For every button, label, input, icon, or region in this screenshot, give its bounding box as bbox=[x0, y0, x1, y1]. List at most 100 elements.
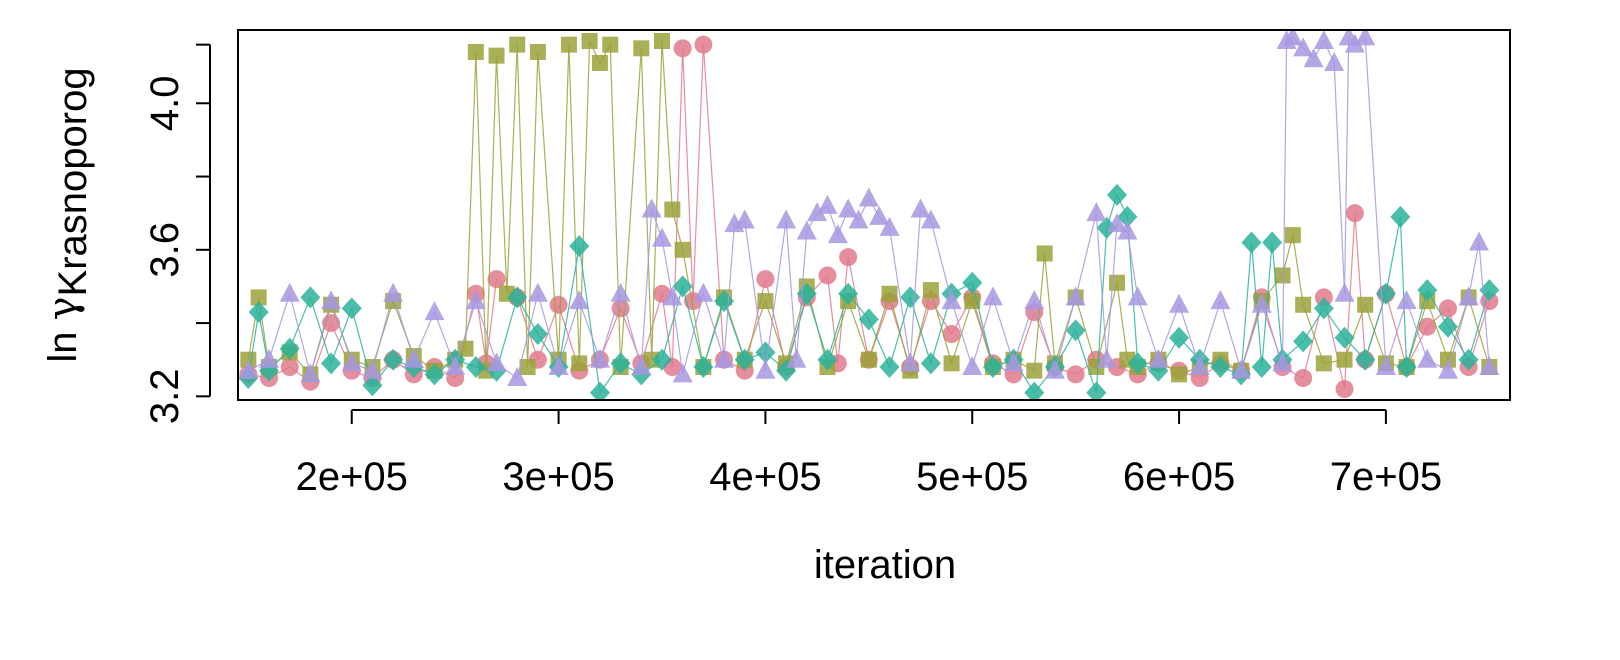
x-tick-label: 3e+05 bbox=[502, 455, 614, 499]
data-point bbox=[1437, 359, 1458, 379]
data-point bbox=[672, 363, 693, 383]
data-point bbox=[1117, 220, 1138, 240]
data-point bbox=[807, 202, 828, 222]
data-point bbox=[1375, 356, 1396, 376]
data-point bbox=[922, 282, 939, 299]
data-point bbox=[1282, 30, 1303, 46]
data-point bbox=[509, 36, 526, 53]
data-point bbox=[1479, 356, 1500, 376]
x-tick-label: 2e+05 bbox=[296, 455, 408, 499]
data-point bbox=[1345, 204, 1364, 223]
data-point bbox=[869, 205, 890, 225]
data-point bbox=[1458, 348, 1479, 371]
data-point bbox=[238, 359, 259, 379]
data-point bbox=[1086, 202, 1107, 222]
data-point bbox=[507, 286, 528, 309]
data-point bbox=[920, 352, 941, 375]
data-point bbox=[457, 340, 474, 357]
y-axis-title: ln γKrasnoporog bbox=[40, 67, 95, 362]
data-point bbox=[1334, 282, 1355, 302]
data-point bbox=[664, 201, 681, 218]
x-axis: 2e+05 3e+05 4e+05 5e+05 6e+05 7e+05 bbox=[296, 409, 1442, 499]
data-point bbox=[910, 198, 931, 218]
data-point bbox=[881, 285, 898, 302]
data-point bbox=[941, 290, 962, 310]
data-point bbox=[1127, 352, 1148, 375]
data-point bbox=[1458, 286, 1479, 306]
data-point bbox=[259, 348, 280, 368]
data-point bbox=[1437, 315, 1458, 338]
data-point bbox=[589, 381, 610, 400]
y-tick-label: 3.6 bbox=[143, 222, 187, 278]
data-point bbox=[1241, 231, 1262, 254]
data-point bbox=[1065, 286, 1086, 306]
data-point bbox=[1148, 348, 1169, 368]
data-point bbox=[321, 352, 342, 375]
data-point bbox=[982, 356, 1003, 379]
data-point bbox=[633, 40, 650, 57]
data-point bbox=[1107, 213, 1128, 233]
data-point bbox=[341, 297, 362, 320]
data-point bbox=[1468, 231, 1489, 251]
data-point bbox=[602, 36, 619, 53]
data-point bbox=[1357, 296, 1374, 313]
data-point bbox=[920, 209, 941, 229]
data-point bbox=[817, 348, 838, 371]
data-point bbox=[1171, 366, 1188, 383]
data-point bbox=[1251, 293, 1272, 313]
data-point bbox=[465, 356, 486, 379]
data-point bbox=[860, 351, 877, 368]
data-point bbox=[817, 194, 838, 214]
data-point bbox=[560, 36, 577, 53]
data-point bbox=[279, 337, 300, 360]
data-point bbox=[1169, 293, 1190, 313]
data-point bbox=[581, 32, 598, 49]
data-point bbox=[383, 348, 404, 371]
data-point bbox=[362, 359, 383, 379]
data-point bbox=[300, 363, 321, 383]
x-tick-label: 4e+05 bbox=[709, 455, 821, 499]
data-point bbox=[279, 282, 300, 302]
data-point bbox=[1189, 356, 1210, 376]
x-tick-label: 7e+05 bbox=[1330, 455, 1442, 499]
data-point bbox=[1272, 352, 1293, 372]
data-point bbox=[1390, 205, 1411, 228]
data-point bbox=[1344, 33, 1365, 53]
data-point bbox=[982, 286, 1003, 306]
data-point bbox=[1066, 365, 1085, 384]
data-point bbox=[1024, 381, 1045, 400]
data-point bbox=[465, 290, 486, 310]
data-point bbox=[1324, 51, 1345, 71]
data-point bbox=[674, 241, 691, 258]
data-point bbox=[519, 359, 536, 376]
data-point bbox=[248, 301, 269, 324]
data-point bbox=[403, 348, 424, 368]
data-point bbox=[694, 35, 713, 54]
data-point bbox=[1024, 290, 1045, 310]
data-point bbox=[529, 43, 546, 60]
data-point bbox=[858, 308, 879, 331]
data-point bbox=[1479, 279, 1500, 302]
data-point bbox=[300, 286, 321, 309]
data-point bbox=[507, 367, 528, 387]
data-point bbox=[362, 374, 383, 397]
data-point bbox=[1003, 352, 1024, 372]
data-point bbox=[569, 235, 590, 258]
data-point bbox=[1418, 317, 1437, 336]
data-point bbox=[962, 356, 983, 376]
data-point bbox=[1107, 183, 1128, 206]
x-tick-label: 6e+05 bbox=[1123, 455, 1235, 499]
data-point bbox=[818, 266, 837, 285]
data-point bbox=[839, 248, 858, 267]
data-point bbox=[1335, 380, 1354, 399]
data-point bbox=[610, 282, 631, 302]
data-point bbox=[548, 356, 569, 376]
data-point bbox=[962, 271, 983, 294]
data-point bbox=[424, 301, 445, 321]
data-point bbox=[827, 224, 848, 244]
y-tick-label: 3.2 bbox=[143, 369, 187, 425]
data-point bbox=[1065, 319, 1086, 342]
y-axis: 3.2 3.6 4.0 bbox=[143, 43, 211, 425]
data-point bbox=[1036, 245, 1053, 262]
